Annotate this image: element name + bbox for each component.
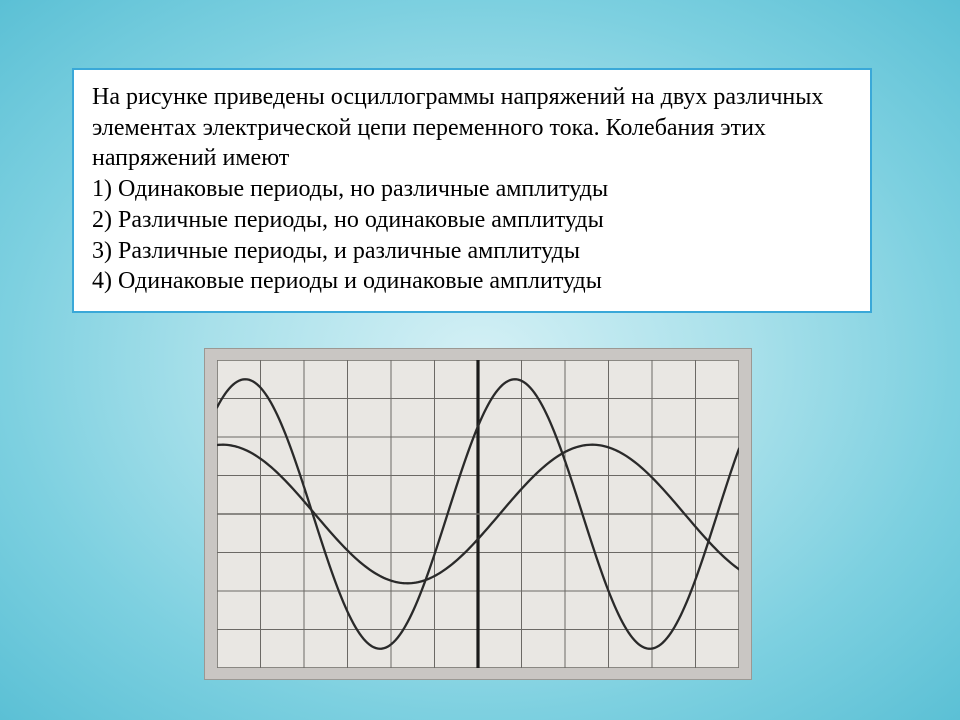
oscillogram-panel — [204, 348, 752, 680]
question-option-3: 3) Различные периоды, и различные амплит… — [92, 238, 580, 264]
question-option-1: 1) Одинаковые периоды, но различные ампл… — [92, 176, 608, 202]
question-intro: На рисунке приведены осциллограммы напря… — [92, 84, 823, 171]
question-option-2: 2) Различные периоды, но одинаковые ампл… — [92, 207, 604, 233]
question-option-4: 4) Одинаковые периоды и одинаковые ампли… — [92, 268, 602, 294]
question-box: На рисунке приведены осциллограммы напря… — [72, 68, 872, 313]
oscillogram-svg — [217, 360, 739, 668]
oscillogram-grid — [217, 360, 739, 668]
